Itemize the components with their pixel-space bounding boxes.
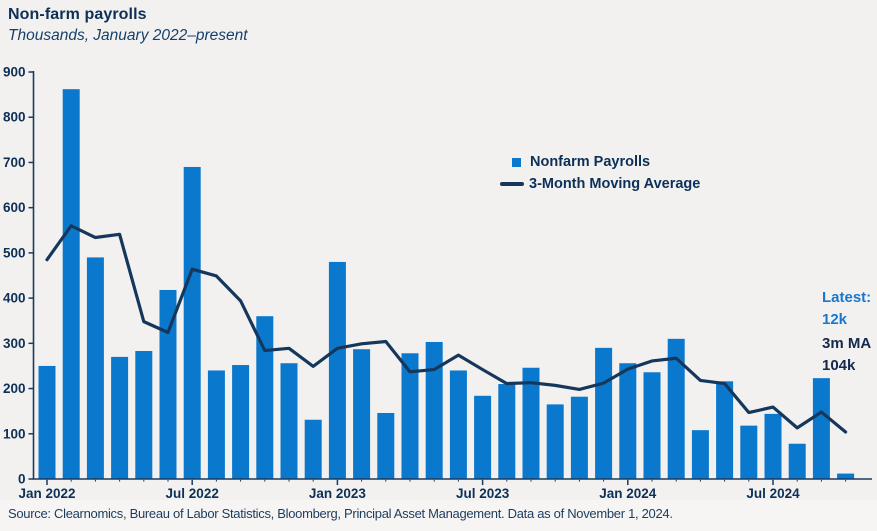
payrolls-bar (425, 341, 443, 479)
payrolls-bar (159, 289, 177, 479)
footer-strip: Source: Clearnomics, Bureau of Labor Sta… (0, 500, 877, 531)
payrolls-bar (667, 338, 685, 479)
latest-label: Latest: (822, 289, 872, 306)
payrolls-bar (183, 166, 201, 479)
y-tick-label: 900 (3, 65, 26, 80)
payrolls-bar (812, 378, 830, 479)
payrolls-bar (643, 372, 661, 479)
y-tick-label: 0 (18, 472, 26, 487)
x-tick-label: Jan 2024 (599, 486, 657, 501)
payrolls-bar (595, 347, 613, 479)
y-tick-label: 200 (3, 381, 26, 396)
legend-row-bars: Nonfarm Payrolls (500, 151, 700, 173)
payrolls-bar (764, 413, 782, 479)
latest-value: 12k (822, 311, 848, 328)
bar-swatch-icon (512, 157, 521, 167)
legend-bars-label: Nonfarm Payrolls (530, 154, 651, 170)
moving-average-label: 3m MA (822, 335, 872, 352)
payrolls-bar (449, 370, 467, 479)
y-tick-label: 800 (3, 110, 26, 125)
source-note: Source: Clearnomics, Bureau of Labor Sta… (8, 506, 673, 521)
payrolls-bar (837, 473, 855, 479)
payrolls-bar (135, 351, 153, 479)
payrolls-bar (353, 349, 371, 479)
payrolls-bar (377, 412, 395, 479)
payrolls-bar (111, 356, 129, 479)
payrolls-bar (304, 419, 322, 479)
payrolls-bar (691, 430, 709, 479)
payrolls-bar (546, 404, 564, 479)
payrolls-bar (716, 381, 734, 479)
payrolls-bar (570, 396, 588, 479)
payrolls-bar (232, 365, 250, 479)
payrolls-bar (38, 365, 56, 479)
x-tick-label: Jul 2023 (456, 486, 510, 501)
payrolls-bar (207, 370, 225, 479)
payrolls-bar (788, 443, 806, 479)
y-tick-label: 700 (3, 155, 26, 170)
payrolls-bar (498, 384, 516, 479)
payrolls-bar (62, 89, 80, 479)
chart-title: Non-farm payrolls (8, 6, 147, 23)
x-tick-label: Jul 2024 (746, 486, 800, 501)
legend-row-line: 3-Month Moving Average (500, 173, 700, 195)
legend-line-label: 3-Month Moving Average (529, 176, 701, 192)
payrolls-bar (401, 353, 419, 479)
x-tick-label: Jan 2023 (309, 486, 367, 501)
legend: Nonfarm Payrolls 3-Month Moving Average (500, 151, 700, 195)
payrolls-bar (522, 367, 540, 479)
latest-annotation: Latest: 12k 3m MA 104k (822, 287, 871, 377)
chart-subtitle: Thousands, January 2022–present (8, 27, 248, 44)
payrolls-bar (280, 363, 298, 479)
x-tick-label: Jan 2022 (18, 486, 75, 501)
payrolls-bar (256, 316, 274, 479)
payrolls-bar (740, 425, 758, 479)
moving-average-value: 104k (822, 357, 856, 374)
moving-average-line (45, 224, 848, 434)
y-tick-label: 300 (3, 336, 26, 351)
y-tick-label: 100 (3, 426, 26, 441)
payrolls-bar (86, 257, 104, 479)
y-tick-label: 400 (3, 291, 26, 306)
payrolls-bar (328, 261, 346, 479)
payrolls-bar (619, 363, 637, 479)
payrolls-bar (474, 395, 492, 479)
line-swatch-icon (500, 182, 524, 186)
chart-header: Non-farm payrolls Thousands, January 202… (8, 6, 248, 45)
y-tick-label: 500 (3, 245, 26, 260)
x-tick-label: Jul 2022 (166, 486, 219, 501)
y-tick-label: 600 (3, 200, 26, 215)
